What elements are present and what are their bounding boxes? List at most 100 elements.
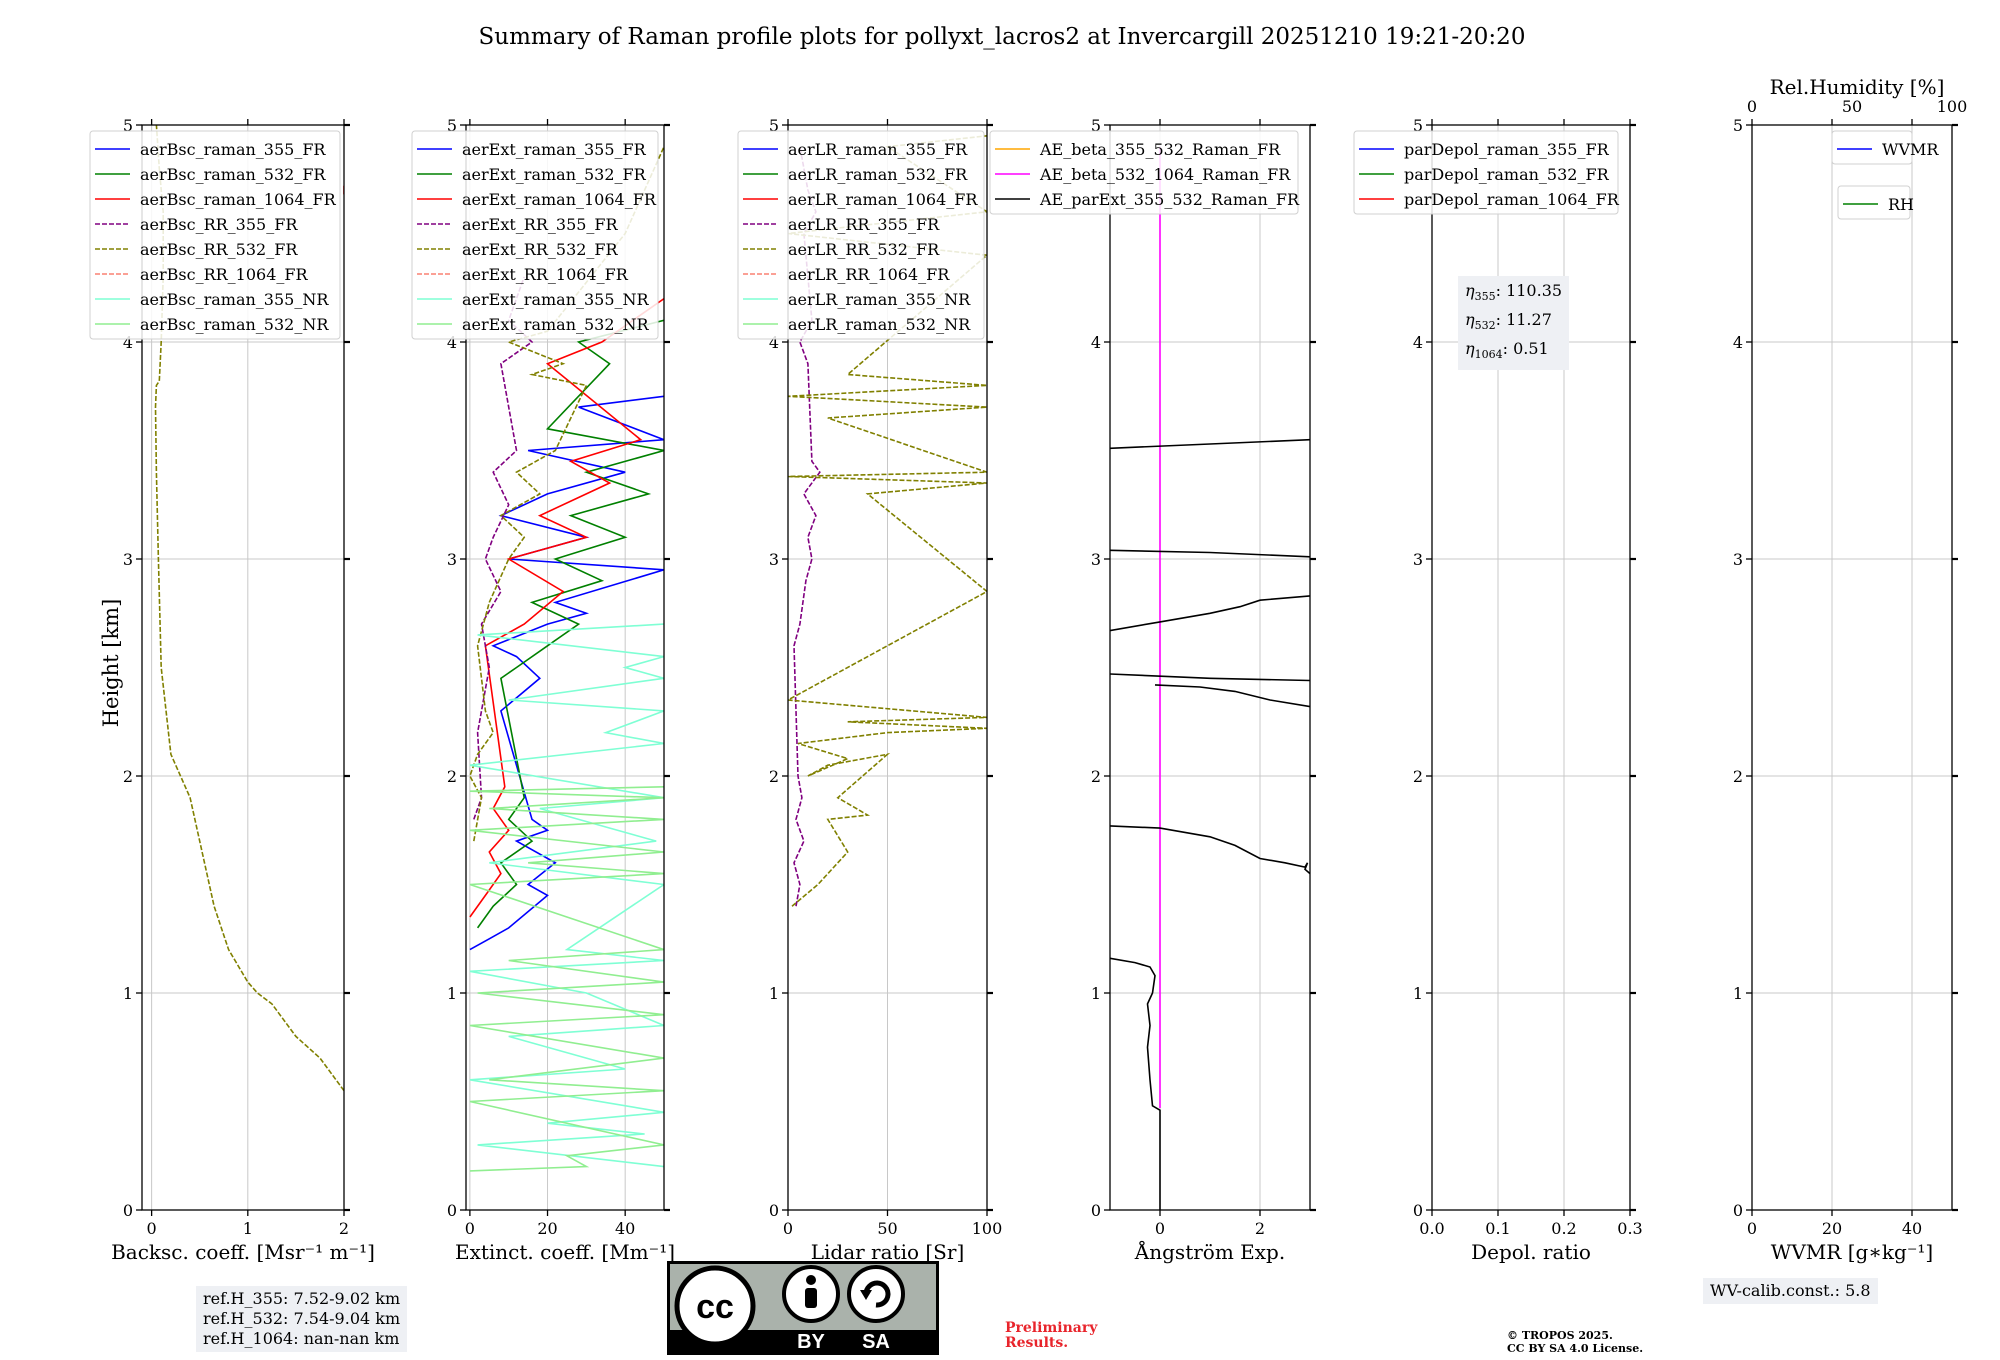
y-tick-label: 3 [1091,550,1101,569]
x-tick-label: 20 [537,1219,557,1238]
sa-label: SA [862,1331,890,1353]
legend-label: aerBsc_raman_355_FR [140,140,326,159]
panel-ext: 0 1 2 3 4 5 0 20 40 Extinct. coeff. [Mm⁻¹] aerExt_… [411,116,675,1264]
x-tick-label: 1 [243,1219,253,1238]
series-line-3 [473,276,534,820]
y-tick-label: 1 [447,984,457,1003]
y-tick-label: 4 [123,333,133,352]
y-tick-label: 0 [1413,1201,1423,1220]
x-tick-label: 0.1 [1485,1219,1510,1238]
ref-height-532: ref.H_532: 7.54-9.04 km [203,1309,401,1328]
top-tick-label: 50 [1842,97,1862,116]
x-tick-label: 2 [339,1219,349,1238]
x-tick-label: 0.0 [1419,1219,1444,1238]
legend-label: parDepol_raman_355_FR [1404,140,1610,159]
ref-height-1064: ref.H_1064: nan-nan km [203,1329,400,1348]
legend-label: aerBsc_raman_532_NR [140,315,329,334]
eta-box: η355: 110.35 η532: 11.27 η1064: 0.51 [1458,276,1570,370]
y-tick-label: 5 [1733,116,1743,135]
share-alike-arrowhead [860,1290,872,1300]
y-tick-label: 2 [769,767,779,786]
legend-box [989,130,1299,215]
legend-label: aerBsc_raman_1064_FR [140,190,337,209]
attribution-body [805,1288,817,1308]
x-tick-label: 0 [1747,1219,1757,1238]
share-alike-icon [847,1265,905,1323]
y-tick-label: 1 [1091,984,1101,1003]
legend-box [1831,130,1913,165]
axes-frame [1431,124,1631,1211]
legend-label: RH [1888,195,1914,214]
copyright-note: © TROPOS 2025. CC BY SA 4.0 License. [1507,1329,1644,1355]
series-line-2 [1110,825,1310,875]
series-group [1110,146,1310,1210]
series-line-1 [476,319,664,929]
x-tick-label: 0.2 [1551,1219,1576,1238]
legend-label: aerLR_RR_355_FR [788,215,940,234]
series-line-7 [1110,438,1310,450]
x-tick-label: 0.3 [1617,1219,1642,1238]
y-tick-label: 3 [1733,550,1743,569]
y-tick-label: 0 [1733,1201,1743,1220]
y-tick-label: 2 [1091,767,1101,786]
y-tick-label: 2 [1413,767,1423,786]
legend-label: parDepol_raman_532_FR [1404,165,1610,184]
legend-label: parDepol_raman_1064_FR [1404,190,1620,209]
panel-depol: 0 1 2 3 4 5 0.0 0.1 0.2 0.3 Depol. ratio parDepol_r… [1353,116,1643,1264]
y-tick-label: 5 [123,116,133,135]
y-tick-label: 5 [1413,116,1423,135]
legend-box [1837,185,1911,220]
y-tick-label: 1 [1733,984,1743,1003]
x-tick-label: 40 [1902,1219,1922,1238]
y-tick-label: 5 [769,116,779,135]
y-tick-label: 4 [1733,333,1743,352]
series-line-4 [1110,673,1310,682]
eta-1064: η1064: 0.51 [1465,339,1549,362]
legend-label: aerExt_raman_355_FR [462,140,647,159]
legend-label: aerBsc_raman_355_NR [140,290,329,309]
legend-label: aerExt_RR_1064_FR [462,265,629,284]
legend-label: aerLR_raman_355_FR [788,140,968,159]
series-line-6 [1110,549,1310,558]
series-line-4 [469,146,664,842]
x-axis-label: Ångström Exp. [1134,1239,1285,1264]
y-tick-label: 3 [1413,550,1423,569]
legend-box [89,130,341,340]
preliminary-note: Preliminary Results. [1005,1320,1098,1351]
legend-label: AE_beta_355_532_Raman_FR [1039,140,1281,159]
series-line-6 [469,786,664,1172]
y-axis-label: Height [km] [99,599,123,728]
y-tick-label: 4 [769,333,779,352]
x-tick-label: 0 [1155,1219,1165,1238]
figure-title: Summary of Raman profile plots for polly… [479,24,1526,50]
x-tick-label: 50 [877,1219,897,1238]
y-tick-label: 0 [769,1201,779,1220]
x-tick-label: 0 [783,1219,793,1238]
y-tick-label: 3 [123,550,133,569]
x-axis-label: Depol. ratio [1471,1240,1591,1264]
legend-label: aerBsc_RR_355_FR [140,215,298,234]
legend-label: aerLR_RR_532_FR [788,240,940,259]
axes-frame [465,124,665,1211]
legend-box [1353,130,1619,215]
y-tick-label: 5 [1091,116,1101,135]
wv-calib-box: WV-calib.const.: 5.8 [1703,1278,1878,1304]
legend-label: aerExt_RR_355_FR [462,215,619,234]
legend-label: aerLR_raman_532_NR [788,315,971,334]
series-group [154,125,344,1092]
series-line-0 [154,125,344,1092]
legend-box [411,130,659,340]
legend-label: aerLR_raman_532_FR [788,165,968,184]
x-tick-label: 100 [972,1219,1003,1238]
y-tick-label: 0 [1091,1201,1101,1220]
legend-label: aerBsc_RR_532_FR [140,240,298,259]
x-tick-label: 2 [1255,1219,1265,1238]
top-axis-label: Rel.Humidity [%] [1770,75,1945,99]
legend-label: AE_beta_532_1064_Raman_FR [1039,165,1291,184]
axes-frame [1751,124,1953,1211]
series-line-1 [1110,957,1161,1210]
panel-bsc: 0 1 2 3 4 5 0 1 2 Backsc. coeff. [Msr⁻¹ m⁻¹] aerBs… [89,116,375,1264]
